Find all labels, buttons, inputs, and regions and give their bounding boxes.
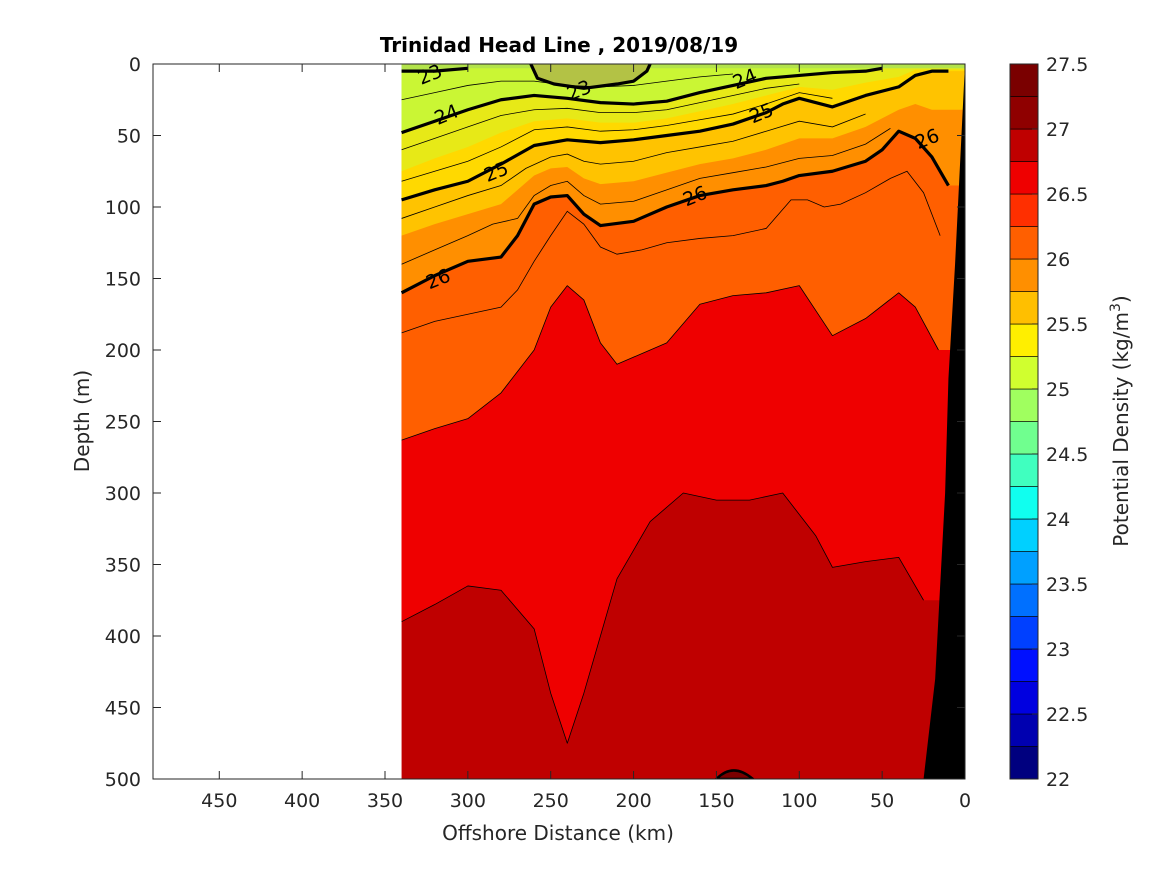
- y-tick-label: 100: [105, 197, 141, 219]
- colorbar-tick-label: 25.5: [1046, 314, 1088, 336]
- isopycnal-contours: [401, 64, 950, 779]
- x-tick-label: 100: [781, 790, 817, 812]
- x-tick-label: 400: [284, 790, 320, 812]
- x-tick-label: 0: [959, 790, 971, 812]
- colorbar-segment: [1009, 616, 1039, 650]
- colorbar-ticks: 22 22.5 23 23.5 24 24.5 25 25.5 26 26.5 27 27.5: [1032, 54, 1088, 791]
- colorbar-segment: [1009, 648, 1039, 682]
- isopycnal-line: [401, 92, 833, 182]
- colorbar-segment: [1009, 128, 1039, 162]
- colorbar-segment: [1009, 746, 1039, 780]
- colorbar-segment: [1009, 486, 1039, 520]
- x-axis-ticks: 450 400 350 300 250 200 150 100 50 0: [201, 64, 971, 812]
- colorbar-segment: [1009, 63, 1039, 97]
- colorbar-segment: [1009, 453, 1039, 487]
- isopycnal-line: [401, 128, 891, 265]
- seafloor-bathymetry: [923, 64, 965, 779]
- y-axis-ticks: 0 50 100 150 200 250 300 350 400 450 500: [105, 54, 965, 791]
- y-tick-label: 300: [105, 483, 141, 505]
- chart-title: Trinidad Head Line , 2019/08/19: [380, 33, 738, 57]
- isopycnal-line: [401, 69, 949, 202]
- colorbar-segment: [1009, 518, 1039, 552]
- y-tick-label: 500: [105, 769, 141, 791]
- isopycnal-line: [401, 66, 883, 135]
- isopycnal-line: [401, 83, 800, 151]
- colorbar-segment: [1009, 193, 1039, 227]
- x-tick-label: 150: [698, 790, 734, 812]
- y-tick-label: 150: [105, 269, 141, 291]
- colorbar-tick-label: 22: [1046, 769, 1070, 791]
- colorbar-segment: [1009, 258, 1039, 292]
- colorbar-label-close: ): [1109, 295, 1133, 303]
- y-tick-label: 350: [105, 555, 141, 577]
- colorbar-segment: [1009, 356, 1039, 390]
- y-tick-label: 50: [117, 126, 141, 148]
- colorbar-label-main: Potential Density (kg/m: [1109, 312, 1133, 547]
- colorbar-label: Potential Density (kg/m3): [1108, 295, 1133, 546]
- colorbar-segment: [1009, 583, 1039, 617]
- colorbar-tick-label: 26.5: [1046, 184, 1088, 206]
- colorbar-segment: [1009, 681, 1039, 715]
- colorbar-segment: [1009, 713, 1039, 747]
- y-tick-label: 0: [129, 54, 141, 76]
- isopycnal-line: [401, 285, 939, 441]
- colorbar-segment: [1009, 96, 1039, 130]
- colorbar-segment: [1009, 323, 1039, 357]
- isopycnal-line: [401, 129, 950, 295]
- y-tick-label: 450: [105, 698, 141, 720]
- colorbar-tick-label: 24: [1046, 509, 1070, 531]
- isopycnal-line: [401, 113, 866, 219]
- isopycnal-line: [401, 73, 734, 101]
- isopycnal-line: [529, 64, 652, 90]
- colorbar-tick-label: 27: [1046, 119, 1070, 141]
- y-tick-label: 200: [105, 340, 141, 362]
- x-axis-label: Offshore Distance (km): [442, 821, 674, 845]
- x-tick-label: 300: [450, 790, 486, 812]
- colorbar-segment: [1009, 388, 1039, 422]
- y-tick-label: 400: [105, 626, 141, 648]
- isopycnal-line: [401, 170, 941, 334]
- x-tick-label: 350: [367, 790, 403, 812]
- colorbar-segment: [1009, 226, 1039, 260]
- isopycnal-line: [401, 492, 924, 744]
- colorbar-segment: [1009, 421, 1039, 455]
- colorbar-tick-label: 27.5: [1046, 54, 1088, 76]
- colorbar-segment: [1009, 551, 1039, 585]
- colorbar-segment: [1009, 161, 1039, 195]
- colorbar-segment: [1009, 291, 1039, 325]
- colorbar-tick-label: 23: [1046, 639, 1070, 661]
- y-tick-label: 250: [105, 412, 141, 434]
- x-tick-label: 200: [615, 790, 651, 812]
- colorbar-tick-label: 24.5: [1046, 444, 1088, 466]
- x-tick-label: 450: [201, 790, 237, 812]
- colorbar-tick-label: 25: [1046, 379, 1070, 401]
- colorbar-tick-label: 26: [1046, 249, 1070, 271]
- y-axis-label: Depth (m): [70, 370, 94, 472]
- colorbar-tick-label: 22.5: [1046, 704, 1088, 726]
- x-tick-label: 50: [870, 790, 894, 812]
- x-tick-label: 250: [533, 790, 569, 812]
- colorbar-frame: [1009, 63, 1039, 780]
- colorbar-tick-label: 23.5: [1046, 574, 1088, 596]
- isopycnal-line: [401, 66, 468, 73]
- colorbar-label-superscript: 3: [1108, 303, 1124, 312]
- colorbar: [1009, 63, 1039, 780]
